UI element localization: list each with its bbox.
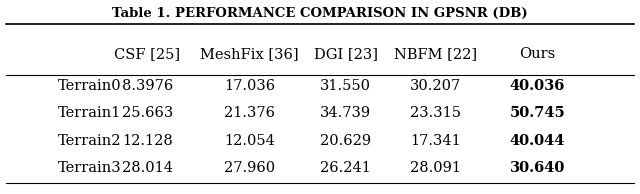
Text: 30.640: 30.640 [510, 161, 565, 175]
Text: Terrain2: Terrain2 [58, 134, 121, 148]
Text: CSF [25]: CSF [25] [114, 47, 180, 61]
Text: 28.091: 28.091 [410, 161, 461, 175]
Text: 40.044: 40.044 [510, 134, 565, 148]
Text: 50.745: 50.745 [509, 107, 566, 120]
Text: MeshFix [36]: MeshFix [36] [200, 47, 299, 61]
Text: Terrain1: Terrain1 [58, 107, 121, 120]
Text: 31.550: 31.550 [320, 79, 371, 93]
Text: 8.3976: 8.3976 [122, 79, 173, 93]
Text: 27.960: 27.960 [224, 161, 275, 175]
Text: 12.054: 12.054 [224, 134, 275, 148]
Text: 21.376: 21.376 [224, 107, 275, 120]
Text: Ours: Ours [520, 47, 556, 61]
Text: 17.036: 17.036 [224, 79, 275, 93]
Text: 25.663: 25.663 [122, 107, 173, 120]
Text: 28.014: 28.014 [122, 161, 173, 175]
Text: 26.241: 26.241 [320, 161, 371, 175]
Text: DGI [23]: DGI [23] [314, 47, 378, 61]
Text: 12.128: 12.128 [122, 134, 173, 148]
Text: NBFM [22]: NBFM [22] [394, 47, 477, 61]
Text: 23.315: 23.315 [410, 107, 461, 120]
Text: 40.036: 40.036 [510, 79, 565, 93]
Text: 17.341: 17.341 [410, 134, 461, 148]
Text: Table 1. PERFORMANCE COMPARISON IN GPSNR (DB): Table 1. PERFORMANCE COMPARISON IN GPSNR… [112, 7, 528, 20]
Text: 30.207: 30.207 [410, 79, 461, 93]
Text: 34.739: 34.739 [320, 107, 371, 120]
Text: Terrain3: Terrain3 [58, 161, 121, 175]
Text: 20.629: 20.629 [320, 134, 371, 148]
Text: Terrain0: Terrain0 [58, 79, 121, 93]
